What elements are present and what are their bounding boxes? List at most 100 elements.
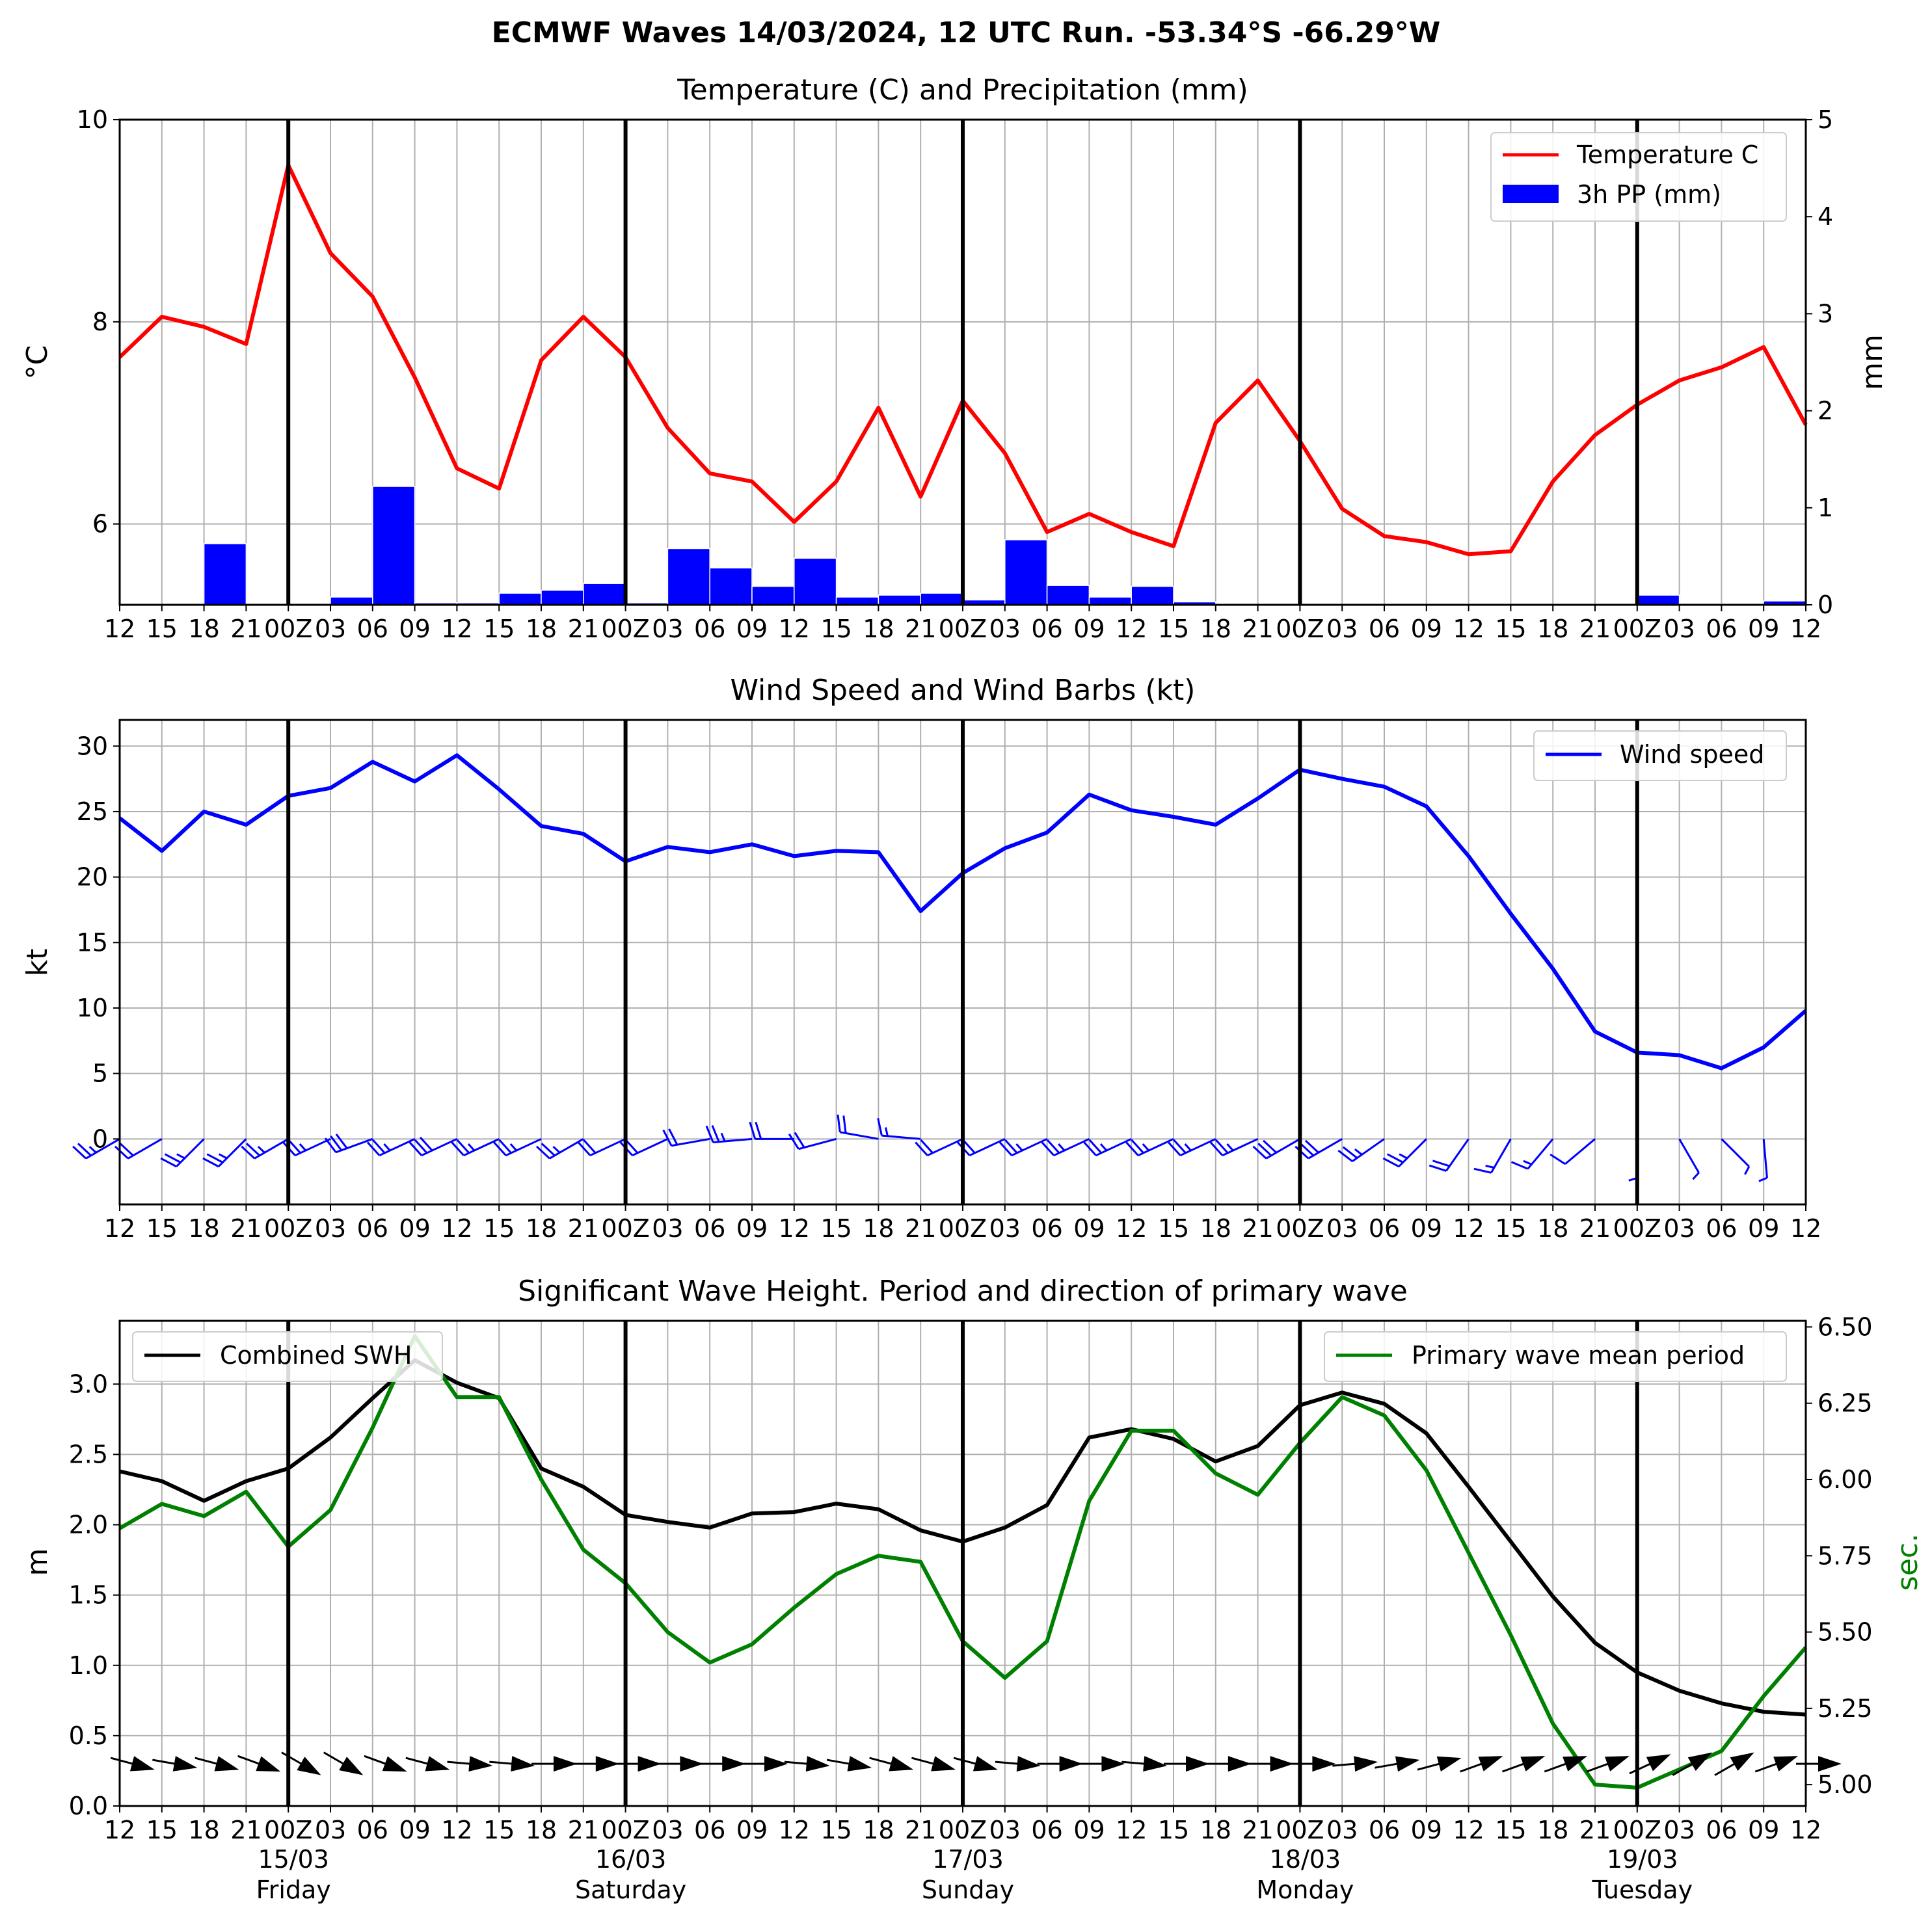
wave-arrow: [110, 1756, 155, 1772]
precip-bar: [1088, 596, 1132, 605]
barb-feather: [1173, 1139, 1187, 1154]
wave-arrow: [784, 1756, 830, 1772]
x-tick-label: 18: [1200, 1816, 1231, 1844]
x-tick-label: 18: [188, 1214, 219, 1243]
x-tick-label: 21: [568, 615, 599, 643]
barb-half-feather: [383, 1143, 391, 1152]
barb-feather: [451, 1141, 464, 1156]
arrow-head: [1143, 1756, 1168, 1772]
barb-feather: [456, 1139, 470, 1154]
barb-staff: [1445, 1138, 1469, 1172]
temperature-panel-title: Temperature (C) and Precipitation (mm): [677, 73, 1248, 107]
x-tick-label: 15: [1495, 1816, 1526, 1844]
x-tick-label: 00Z: [1613, 1214, 1661, 1243]
barb-feather: [164, 1153, 181, 1163]
x-tick-label: 09: [1073, 615, 1105, 643]
barb-feather: [794, 1132, 805, 1148]
barb-feather: [1510, 1161, 1529, 1170]
barb-feather: [330, 1135, 343, 1151]
barb-staff: [1095, 1137, 1132, 1157]
x-tick-label: 00Z: [939, 615, 987, 643]
date-label: 16/03: [595, 1845, 667, 1874]
wind-barb: [282, 1137, 331, 1157]
barb-feather: [662, 1129, 673, 1147]
barb-feather: [206, 1153, 224, 1163]
legend-box: [1324, 1331, 1787, 1382]
day-label: Friday: [256, 1876, 331, 1904]
barb-feather: [493, 1141, 507, 1156]
wave-arrow: [1290, 1756, 1336, 1772]
x-tick-label: 03: [652, 615, 683, 643]
x-tick-label: 12: [441, 615, 472, 643]
x-tick-label: 09: [1748, 1214, 1779, 1243]
x-tick-label: 15: [820, 615, 852, 643]
barb-feather: [372, 1139, 386, 1154]
x-tick-label: 12: [779, 1214, 810, 1243]
barb-feather: [241, 1145, 256, 1160]
x-tick-label: 18: [188, 1816, 219, 1844]
wind-axes: 12 15 18 21 00Z 03 06 09 12 15 18 21 00Z 03 06 09 12 15 18…: [77, 719, 1821, 1243]
barb-feather: [1168, 1141, 1181, 1156]
arrow-head: [1604, 1756, 1630, 1772]
arrow-head: [1270, 1756, 1294, 1772]
barb-feather: [1382, 1157, 1400, 1168]
barb-feather: [755, 1121, 762, 1139]
x-tick-label: 21: [568, 1816, 599, 1844]
precip-bar: [709, 567, 753, 605]
arrow-head: [339, 1757, 364, 1775]
y2-tick-label: 5.25: [1818, 1694, 1873, 1723]
barb-feather: [1215, 1139, 1229, 1154]
wave-arrow: [1037, 1756, 1083, 1772]
date-label: 18/03: [1270, 1845, 1341, 1874]
x-tick-label: 09: [1411, 1214, 1442, 1243]
wave-panel-title: Significant Wave Height. Period and dire…: [518, 1275, 1408, 1308]
x-tick-label: 21: [905, 1214, 936, 1243]
x-tick-label: 18: [1200, 615, 1231, 643]
barb-feather: [1004, 1139, 1018, 1154]
x-tick-label: 12: [1453, 615, 1484, 643]
arrow-head: [805, 1756, 830, 1772]
period-legend-label: Primary wave mean period: [1412, 1341, 1745, 1370]
x-tick-label: 06: [357, 615, 388, 643]
arrow-head: [889, 1756, 914, 1772]
barb-staff: [1721, 1138, 1750, 1167]
barb-feather: [999, 1141, 1013, 1156]
barb-feather: [498, 1139, 512, 1154]
x-tick-label: 21: [1242, 615, 1273, 643]
barb-half-feather: [1523, 1160, 1533, 1165]
arrow-head: [172, 1756, 198, 1772]
barb-staff: [632, 1137, 669, 1157]
arrow-head: [1773, 1756, 1799, 1772]
x-tick-label: 21: [1579, 1816, 1611, 1844]
x-tick-label: 18: [863, 1816, 894, 1844]
x-tick-label: 21: [230, 1816, 262, 1844]
x-tick-label: 21: [905, 1816, 936, 1844]
wind-barb: [1125, 1137, 1174, 1157]
barb-half-feather: [1142, 1143, 1150, 1152]
barb-staff: [671, 1137, 710, 1147]
wave-arrow: [1796, 1756, 1842, 1772]
wind-barb: [619, 1137, 669, 1157]
x-tick-label: 12: [104, 615, 135, 643]
x-tick-label: 18: [526, 1816, 557, 1844]
arrow-head: [1687, 1752, 1712, 1772]
x-tick-label: 00Z: [1276, 615, 1324, 643]
temperature-axis-label: °C: [21, 345, 54, 380]
wind-panel: Wind Speed and Wind Barbs (kt) kt 12 15 18…: [21, 674, 1821, 1243]
x-tick-label: 06: [694, 1816, 725, 1844]
barb-feather: [1125, 1141, 1139, 1156]
barb-staff: [1053, 1137, 1090, 1157]
wave-legends: Combined SWH Primary wave mean period: [132, 1331, 1787, 1382]
arrow-head: [1354, 1756, 1378, 1772]
y-tick-label: 10: [77, 994, 108, 1022]
barb-half-feather: [257, 1145, 265, 1154]
wind-barb: [241, 1138, 289, 1160]
arrow-head: [382, 1756, 407, 1772]
barb-feather: [1257, 1143, 1272, 1156]
wind-barb: [1429, 1138, 1469, 1172]
wave-arrow: [323, 1751, 364, 1775]
x-tick-label: 15: [820, 1214, 852, 1243]
barb-staff: [463, 1137, 500, 1157]
precip-bar: [330, 596, 373, 605]
x-tick-label: 09: [1411, 1816, 1442, 1844]
